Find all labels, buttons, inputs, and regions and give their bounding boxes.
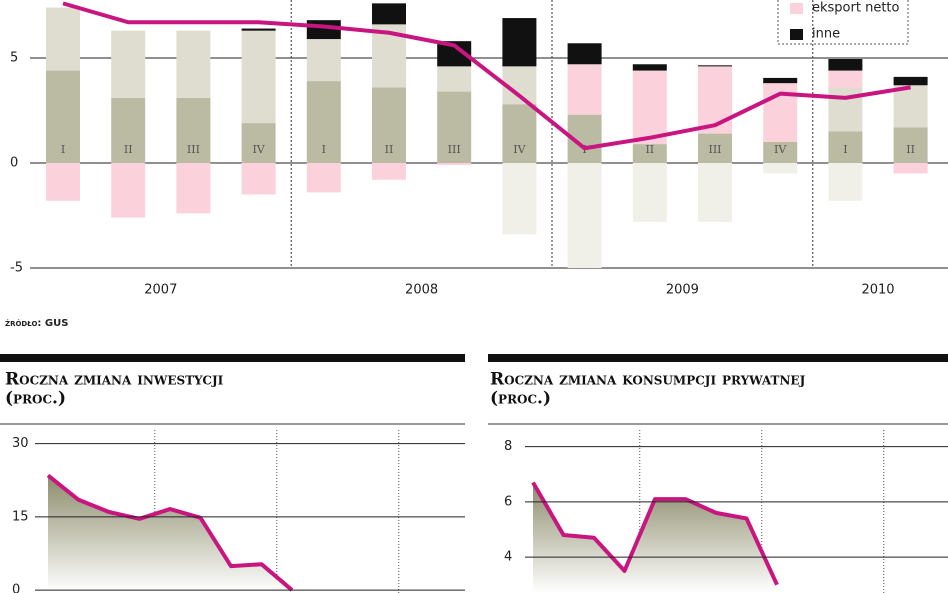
y-tick-label: 5 bbox=[10, 50, 18, 65]
x-tick-label: I bbox=[843, 143, 847, 156]
x-tick-label: III bbox=[187, 143, 200, 156]
x-tick-label: II bbox=[124, 143, 133, 156]
bar bbox=[502, 104, 537, 163]
source: źródło: GUS bbox=[5, 318, 68, 329]
bar bbox=[632, 70, 667, 145]
area bbox=[533, 482, 777, 593]
bar bbox=[893, 85, 928, 128]
bar bbox=[306, 162, 341, 193]
bar bbox=[111, 97, 146, 163]
bar bbox=[176, 97, 211, 163]
bar bbox=[437, 162, 472, 166]
line bbox=[46, 473, 294, 592]
bar bbox=[46, 70, 80, 163]
y-tick-label: 4 bbox=[504, 550, 512, 565]
x-tick-label: II bbox=[906, 143, 915, 156]
bar bbox=[46, 162, 80, 201]
x-tick-label: II bbox=[645, 143, 654, 156]
bar bbox=[567, 64, 602, 115]
chart-title: (proc.) bbox=[490, 389, 551, 409]
y-tick-label: 0 bbox=[12, 583, 20, 593]
bar bbox=[828, 162, 863, 201]
bar bbox=[632, 144, 667, 163]
bar bbox=[241, 123, 276, 163]
bar bbox=[828, 70, 863, 88]
bar bbox=[46, 7, 80, 71]
bar bbox=[763, 141, 798, 163]
area bbox=[48, 475, 292, 593]
y-tick-label: 30 bbox=[12, 436, 29, 451]
bar bbox=[176, 162, 211, 214]
bar bbox=[698, 66, 732, 134]
bar bbox=[111, 30, 146, 98]
year-label: 2007 bbox=[144, 283, 177, 298]
year-label: 2010 bbox=[861, 283, 894, 298]
bar bbox=[176, 30, 211, 98]
header-rule bbox=[0, 354, 465, 362]
x-tick-label: I bbox=[322, 143, 326, 156]
bar bbox=[698, 133, 732, 163]
bar bbox=[632, 162, 667, 222]
bar bbox=[372, 3, 406, 25]
y-tick-label: 6 bbox=[504, 494, 512, 509]
bar bbox=[437, 66, 472, 92]
bar bbox=[828, 59, 863, 71]
bar bbox=[893, 76, 928, 86]
chart-title: Roczna zmiana inwestycji bbox=[5, 370, 224, 390]
legend-label: eksport netto bbox=[812, 1, 900, 16]
plot-area bbox=[531, 481, 779, 593]
bar bbox=[502, 18, 537, 67]
header-rule bbox=[488, 354, 948, 362]
bar bbox=[306, 39, 341, 82]
bar bbox=[241, 162, 276, 195]
bar bbox=[241, 30, 276, 124]
chart-title: Roczna zmiana konsumpcji prywatnej bbox=[490, 370, 806, 390]
bar bbox=[893, 127, 928, 163]
x-tick-label: III bbox=[448, 143, 461, 156]
bar bbox=[502, 162, 537, 235]
year-label: 2009 bbox=[666, 283, 699, 298]
line bbox=[62, 1, 911, 151]
line bbox=[531, 481, 779, 586]
y-tick-label: 8 bbox=[504, 439, 512, 454]
bar bbox=[567, 162, 602, 268]
legend-label: inne bbox=[812, 27, 840, 42]
x-tick-label: IV bbox=[513, 143, 526, 156]
x-tick-label: III bbox=[708, 143, 721, 156]
bar bbox=[698, 65, 732, 67]
bar bbox=[763, 162, 798, 174]
year-label: 2008 bbox=[405, 283, 438, 298]
x-tick-label: II bbox=[385, 143, 394, 156]
bar bbox=[372, 87, 406, 163]
bar bbox=[828, 131, 863, 163]
x-tick-label: IV bbox=[252, 143, 265, 156]
x-tick-label: I bbox=[61, 143, 65, 156]
y-tick-label: -5 bbox=[10, 261, 23, 276]
bar bbox=[111, 162, 146, 218]
y-tick-label: 15 bbox=[12, 509, 29, 524]
x-tick-label: IV bbox=[774, 143, 787, 156]
bar bbox=[632, 64, 667, 71]
bar bbox=[698, 162, 732, 222]
bar bbox=[241, 28, 276, 31]
y-tick-label: 0 bbox=[10, 155, 18, 170]
bar bbox=[763, 77, 798, 84]
legend-swatch bbox=[790, 29, 803, 40]
consumption-chart: 4 6 8 bbox=[504, 430, 948, 593]
legend-box bbox=[777, 0, 909, 45]
bar bbox=[893, 162, 928, 174]
bar bbox=[306, 81, 341, 163]
bar bbox=[437, 91, 472, 163]
plot-area bbox=[46, 473, 294, 593]
investment-chart: 0 15 30 bbox=[12, 430, 465, 593]
legend-swatch bbox=[790, 3, 803, 14]
chart-title: (proc.) bbox=[5, 389, 66, 409]
bar bbox=[372, 162, 406, 180]
bar bbox=[567, 43, 602, 65]
